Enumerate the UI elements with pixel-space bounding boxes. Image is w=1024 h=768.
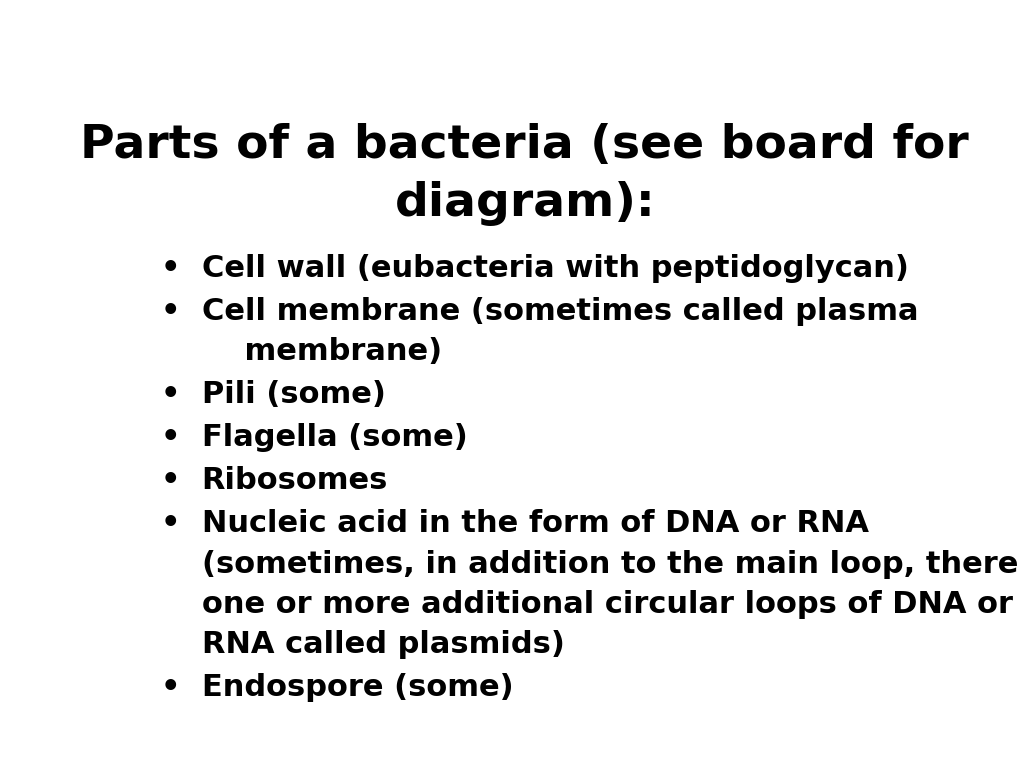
Text: •: • (161, 466, 180, 495)
Text: Ribosomes: Ribosomes (202, 466, 388, 495)
Text: •: • (161, 673, 180, 702)
Text: •: • (161, 254, 180, 283)
Text: (sometimes, in addition to the main loop, there is: (sometimes, in addition to the main loop… (202, 550, 1024, 578)
Text: Cell membrane (sometimes called plasma: Cell membrane (sometimes called plasma (202, 297, 919, 326)
Text: membrane): membrane) (202, 337, 441, 366)
Text: one or more additional circular loops of DNA or: one or more additional circular loops of… (202, 590, 1013, 618)
Text: Cell wall (eubacteria with peptidoglycan): Cell wall (eubacteria with peptidoglycan… (202, 254, 908, 283)
Text: Pili (some): Pili (some) (202, 380, 385, 409)
Text: diagram):: diagram): (394, 180, 655, 226)
Text: •: • (161, 380, 180, 409)
Text: Parts of a bacteria (see board for: Parts of a bacteria (see board for (81, 123, 969, 168)
Text: RNA called plasmids): RNA called plasmids) (202, 630, 564, 659)
Text: Flagella (some): Flagella (some) (202, 423, 467, 452)
Text: Endospore (some): Endospore (some) (202, 673, 513, 702)
Text: Nucleic acid in the form of DNA or RNA: Nucleic acid in the form of DNA or RNA (202, 509, 868, 538)
Text: •: • (161, 423, 180, 452)
Text: •: • (161, 509, 180, 538)
Text: •: • (161, 297, 180, 326)
